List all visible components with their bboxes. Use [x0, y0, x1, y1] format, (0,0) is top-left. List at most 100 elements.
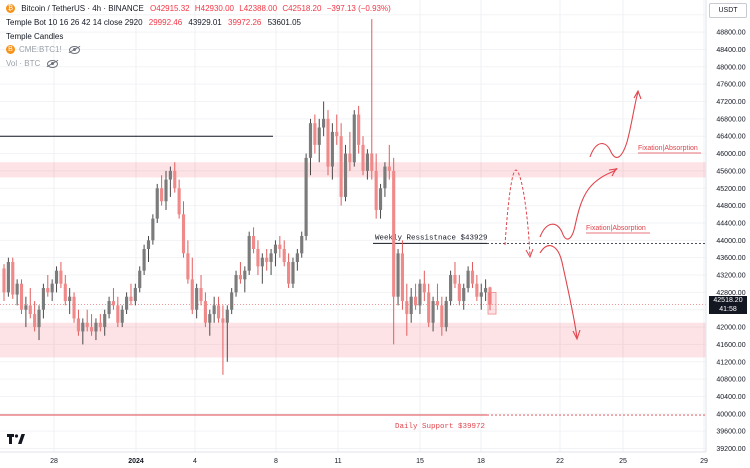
candle-body [11, 262, 15, 295]
price-tick-label: 47200.00 [716, 99, 745, 106]
symbol-legend: ₿ Bitcoin / TetherUS · 4h · BINANCE O429… [6, 4, 398, 14]
candle-body [400, 253, 405, 302]
candle-body [418, 283, 422, 306]
candle-body [54, 270, 59, 284]
fixation-absorption-label: Fixation|Absorption [638, 145, 698, 152]
last-price-value: 42518.20 [713, 296, 743, 304]
candle-body [409, 296, 413, 315]
time-tick-label: 2024 [128, 458, 144, 465]
ohlc-high: H42930.00 [194, 4, 235, 13]
projection-drawings: Fixation|Absorption Fixation|Absorption [487, 89, 701, 341]
time-tick-label: 8 [274, 458, 278, 465]
candle-body [308, 123, 313, 158]
candle-body [63, 283, 67, 302]
candle-body [151, 218, 155, 241]
candle-body [234, 275, 238, 293]
candle-body [120, 309, 124, 323]
candle-body [396, 253, 400, 297]
bitcoin-icon: ₿ [6, 4, 15, 14]
candle-body [269, 253, 273, 263]
candle-body [125, 296, 129, 310]
candle-body [392, 170, 396, 297]
time-tick-label: 11 [334, 458, 341, 465]
currency-selector[interactable]: USDT [709, 3, 747, 18]
hide-eye-icon[interactable] [47, 59, 59, 68]
price-tick-label: 41600.00 [716, 342, 745, 349]
candle-body [444, 301, 448, 328]
candle-body [470, 270, 475, 284]
price-tick-label: 43200.00 [716, 273, 745, 280]
price-axis-bg [706, 0, 750, 468]
candle-body [24, 305, 28, 310]
price-tick-label: 46000.00 [716, 151, 745, 158]
candle-body [164, 179, 168, 202]
candle-body [177, 188, 181, 215]
time-tick-label: 4 [193, 458, 197, 465]
hide-eye-icon[interactable] [68, 45, 80, 54]
current-bar-highlight [487, 291, 497, 315]
candle-body [449, 275, 453, 302]
indicator-name: Temple Bot 10 16 26 42 14 close 2920 [6, 18, 143, 27]
candle-body [462, 288, 466, 302]
price-axis[interactable]: 39200.00 39600.00 40000.00 40400.00 40800.00… [705, 0, 750, 468]
candle-body [103, 314, 107, 328]
price-tick-label: 40000.00 [716, 411, 745, 418]
price-tick-label: 45600.00 [716, 168, 745, 175]
candle-body [357, 114, 361, 145]
candle-body [335, 131, 339, 137]
indicator-legend[interactable]: Temple Bot 10 16 26 42 14 close 2920 299… [6, 18, 305, 27]
candle-body [273, 244, 278, 254]
candle-body [405, 301, 409, 315]
price-tick-label: 48000.00 [716, 64, 745, 71]
candle-body [361, 144, 365, 171]
candle-body [365, 153, 369, 171]
candle-body [317, 127, 321, 145]
price-levels: Weekly Ressistnace $43929 Daily Support $… [0, 135, 706, 431]
bullish-projection-path-2 [589, 91, 639, 158]
candle-body [374, 170, 378, 210]
candle-body [282, 248, 286, 263]
ohlc-low: L42388.00 [239, 4, 278, 13]
cme-label: CME:BTC1! [19, 45, 62, 54]
volume-legend[interactable]: Vol · BTC [6, 59, 62, 68]
dashed-arrowhead [525, 248, 534, 259]
candle-body [199, 288, 203, 302]
candle-body [195, 288, 199, 310]
candle-body [33, 314, 37, 328]
indicator-value-3: 39972.26 [228, 18, 262, 27]
candle-body [251, 235, 256, 249]
indicator-value-1: 29992.46 [148, 18, 183, 27]
price-tick-label: 43600.00 [716, 255, 745, 262]
candle-body [190, 279, 194, 310]
candle-body [85, 322, 89, 328]
candle-body [431, 301, 435, 323]
candle-body [413, 296, 418, 306]
candle-body [343, 153, 348, 197]
time-tick-label: 25 [619, 458, 627, 465]
temple-candles-legend[interactable]: Temple Candles [6, 32, 67, 41]
indicator-value-4: 53601.05 [267, 18, 301, 27]
candle-body [326, 118, 330, 167]
candle-body [203, 301, 207, 323]
candle-body [440, 305, 444, 328]
candle-body [370, 153, 374, 171]
candle-body [322, 118, 326, 128]
time-axis[interactable]: 28 2024 4 8 11 15 18 22 25 29 [0, 451, 708, 465]
fixation-absorption-label: Fixation|Absorption [586, 225, 646, 232]
candles [2, 19, 492, 375]
candle-body [2, 268, 6, 293]
candle-body [484, 288, 488, 293]
candle-body [89, 327, 94, 332]
resistance-support-zones [0, 162, 706, 358]
candle-body [348, 153, 352, 163]
candle-body [98, 322, 102, 328]
candle-body [287, 262, 291, 284]
time-tick-label: 28 [50, 458, 58, 465]
time-tick-label: 29 [700, 458, 708, 465]
candle-body [330, 131, 334, 167]
cme-legend[interactable]: B CME:BTC1! [6, 45, 84, 55]
candle-body [107, 301, 111, 315]
candle-body [160, 188, 164, 202]
candle-body [138, 270, 142, 289]
